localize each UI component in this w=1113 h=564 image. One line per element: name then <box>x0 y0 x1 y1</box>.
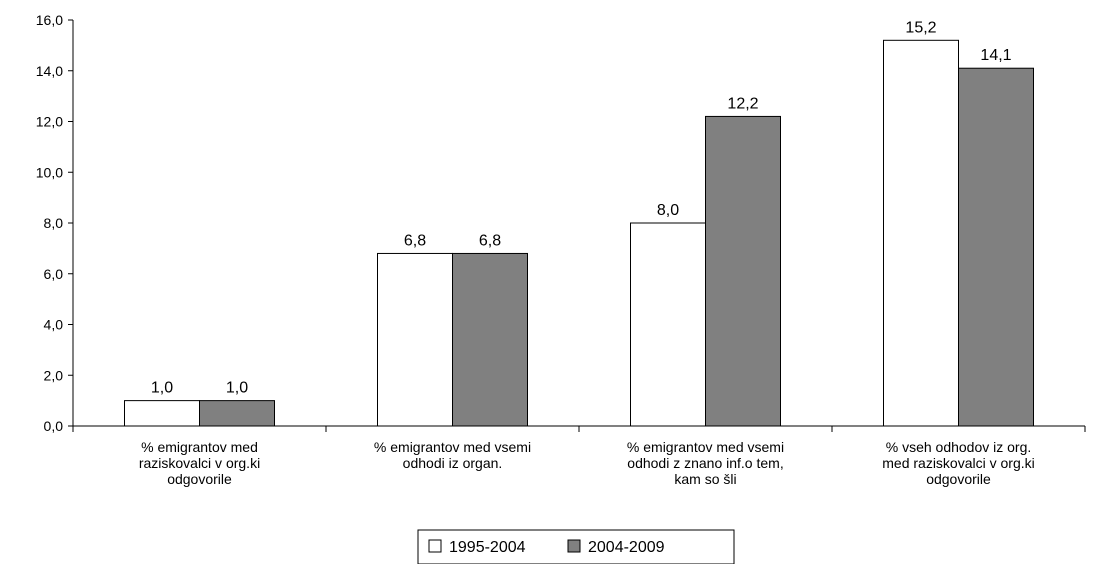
bar-1995-2004-1 <box>377 252 453 427</box>
category-label: % vseh odhodov iz org. med raziskovalci v… <box>882 439 1035 487</box>
bars <box>124 39 1034 427</box>
y-tick-label: 10,0 <box>36 164 63 180</box>
bar-2004-2009-2 <box>705 115 781 427</box>
data-labels: 1,0 1,0 6,8 6,8 8,0 12,2 15,2 14,1 <box>151 19 1012 396</box>
bar-2004-2009-1 <box>452 252 528 427</box>
category-labels: % emigrantov med raziskovalci v org.ki odg… <box>139 439 1035 487</box>
legend-label: 1995-2004 <box>449 539 526 556</box>
legend-label: 2004-2009 <box>588 539 665 556</box>
data-label: 8,0 <box>657 202 679 219</box>
x-axis <box>72 425 1086 432</box>
legend: 1995-2004 2004-2009 <box>417 529 735 564</box>
bar-1995-2004-2 <box>630 222 706 427</box>
data-label: 1,0 <box>151 380 173 397</box>
y-tick-label: 14,0 <box>36 63 63 79</box>
data-label: 1,0 <box>226 380 248 397</box>
bar-2004-2009-0 <box>199 400 275 427</box>
y-tick-label: 0,0 <box>44 418 64 434</box>
category-label: % emigrantov med raziskovalci v org.ki odg… <box>139 439 260 487</box>
bar-2004-2009-3 <box>958 67 1034 427</box>
data-label: 15,2 <box>905 19 936 36</box>
bar-1995-2004-0 <box>124 400 200 427</box>
y-tick-label: 12,0 <box>36 114 63 130</box>
legend-swatch-2004-2009 <box>567 539 581 553</box>
y-tick-label: 8,0 <box>44 215 64 231</box>
y-tick-label: 2,0 <box>44 367 64 383</box>
bar-1995-2004-3 <box>883 39 959 427</box>
category-label: % emigrantov med vsemi odhodi z znano inf… <box>627 439 784 487</box>
y-tick-label: 6,0 <box>44 266 64 282</box>
y-tick-label: 16,0 <box>36 12 63 28</box>
data-label: 6,8 <box>479 232 501 249</box>
category-label: % emigrantov med vsemi odhodi iz organ. <box>374 439 531 471</box>
y-tick-label: 4,0 <box>44 317 64 333</box>
legend-swatch-1995-2004 <box>428 539 442 553</box>
y-axis: 0,0 2,0 4,0 6,0 8,0 10,0 12,0 14,0 16,0 <box>36 12 74 434</box>
data-label: 14,1 <box>980 47 1011 64</box>
data-label: 6,8 <box>404 232 426 249</box>
data-label: 12,2 <box>727 95 758 112</box>
